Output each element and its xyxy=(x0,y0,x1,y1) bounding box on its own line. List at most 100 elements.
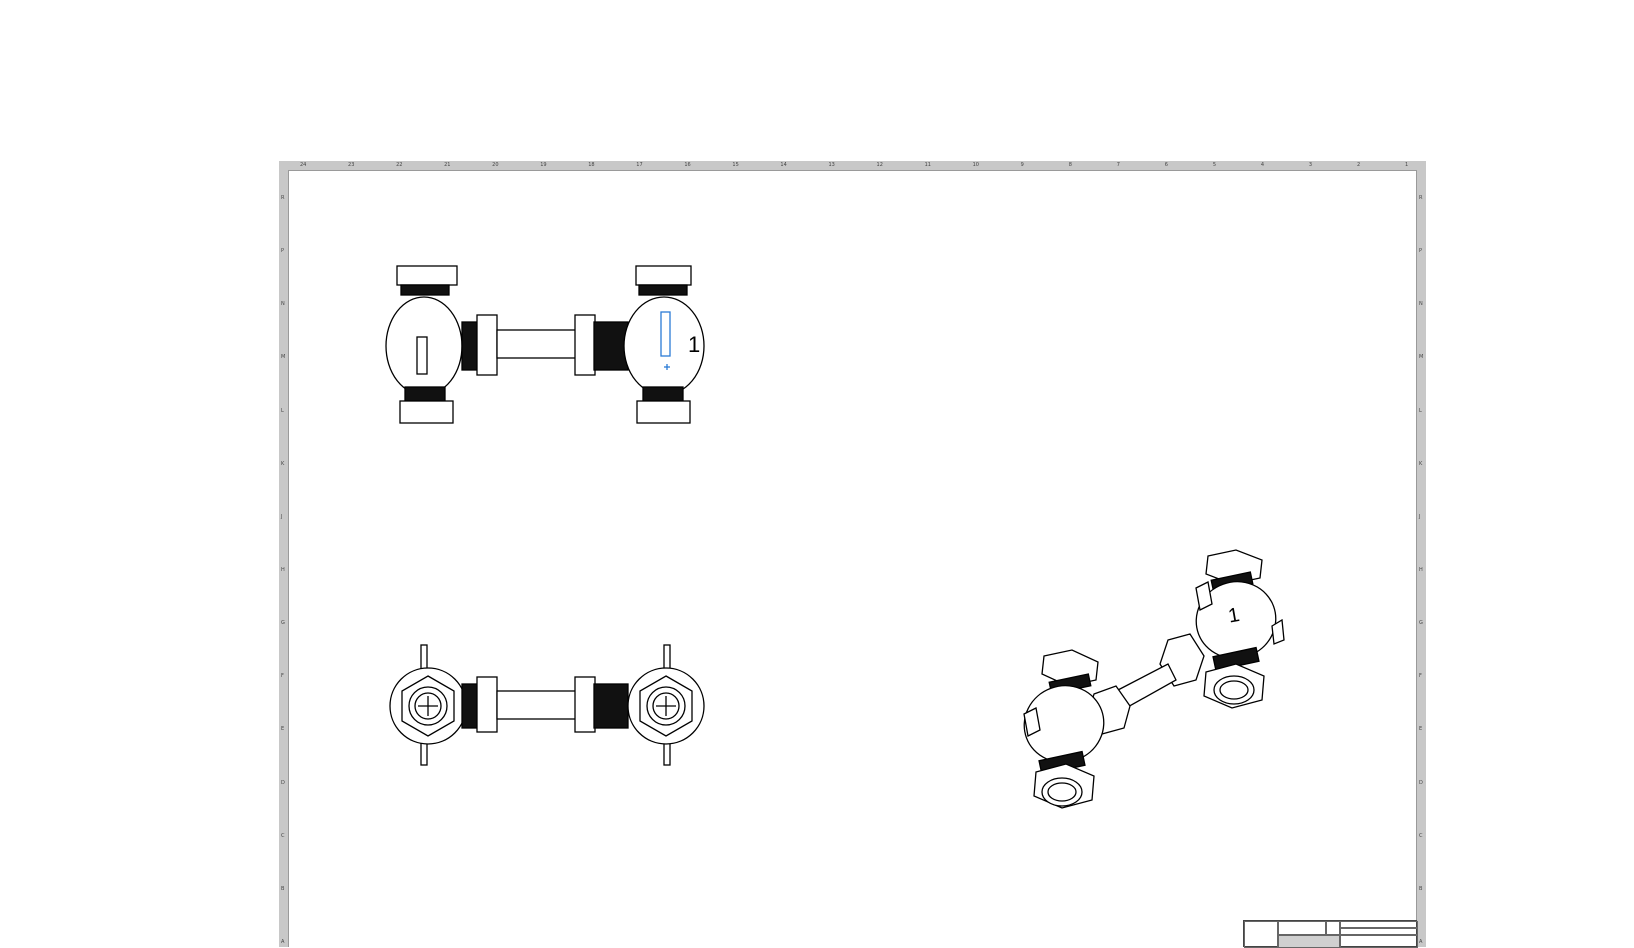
zone-row-right-M: M xyxy=(1419,354,1424,361)
iso-lower-handle-left xyxy=(1023,707,1041,737)
front-left-connector-thread xyxy=(461,321,479,371)
zone-row-left-J: J xyxy=(281,513,283,520)
title-block-info-cell xyxy=(1244,921,1278,948)
sheet-border-left xyxy=(288,170,289,947)
zone-column-4: 4 xyxy=(1260,162,1265,168)
title-block-number-cell xyxy=(1340,928,1418,935)
zone-column-24: 24 xyxy=(300,162,307,168)
zone-column-19: 19 xyxy=(540,162,547,168)
iso-lower-bore-inner xyxy=(1047,782,1077,802)
iso-upper-handle-right xyxy=(1271,618,1285,645)
front-view[interactable] xyxy=(385,265,705,424)
zone-column-13: 13 xyxy=(828,162,835,168)
zone-row-right-L: L xyxy=(1419,407,1422,414)
zone-column-23: 23 xyxy=(348,162,355,168)
zone-row-left-B: B xyxy=(281,885,285,892)
zone-row-left-P: P xyxy=(281,248,285,255)
sheet-frame-left xyxy=(279,161,288,947)
zone-row-right-P: P xyxy=(1419,248,1423,255)
zone-row-left-D: D xyxy=(281,779,285,786)
zone-row-left-N: N xyxy=(281,301,285,308)
zone-row-right-B: B xyxy=(1419,885,1423,892)
title-block-title-cell xyxy=(1340,921,1418,928)
sheet-frame-right xyxy=(1417,161,1426,947)
title-block[interactable] xyxy=(1243,920,1418,948)
front-right-bottom-nut xyxy=(636,400,691,424)
front-right-bottom-thread xyxy=(642,386,684,402)
zone-column-8: 8 xyxy=(1068,162,1072,168)
zone-column-6: 6 xyxy=(1164,162,1168,168)
zone-column-2: 2 xyxy=(1356,162,1361,168)
front-left-bottom-nut xyxy=(399,400,454,424)
sheet-frame-top xyxy=(279,161,1426,170)
zone-column-9: 9 xyxy=(1020,162,1024,168)
zone-column-20: 20 xyxy=(492,162,499,168)
front-left-connector-nut xyxy=(476,314,498,376)
isometric-view[interactable] xyxy=(1013,549,1286,809)
zone-column-11: 11 xyxy=(924,162,931,168)
zone-row-right-C: C xyxy=(1419,832,1423,839)
zone-row-left-L: L xyxy=(281,407,284,414)
zone-column-22: 22 xyxy=(396,162,403,168)
zone-row-left-K: K xyxy=(281,460,285,467)
front-pipe xyxy=(496,329,578,359)
sheet-border-right xyxy=(1416,170,1417,947)
iso-upper-handle-left xyxy=(1195,581,1213,611)
zone-row-right-R: R xyxy=(1419,195,1423,201)
zone-column-18: 18 xyxy=(588,162,595,168)
zone-column-14: 14 xyxy=(780,162,787,168)
top-right-connector-nut xyxy=(574,676,596,733)
zone-column-7: 7 xyxy=(1116,162,1120,168)
zone-row-left-H: H xyxy=(281,567,285,573)
front-view-callout: 1 xyxy=(688,332,700,357)
front-right-top-nut xyxy=(635,265,692,286)
zone-row-left-F: F xyxy=(281,673,284,680)
sheet-border-top xyxy=(288,170,1417,171)
zone-row-left-C: C xyxy=(281,832,285,839)
iso-upper-bore-inner xyxy=(1219,680,1249,700)
zone-column-3: 3 xyxy=(1308,162,1313,168)
front-left-handle xyxy=(416,336,428,375)
title-block-shaded-cell xyxy=(1278,935,1340,948)
iso-view-callout: 1 xyxy=(1226,604,1241,628)
front-right-handle xyxy=(660,311,671,357)
front-right-connector-thread xyxy=(593,321,629,371)
zone-row-left-A: A xyxy=(281,939,285,945)
zone-row-right-A: A xyxy=(1419,939,1423,945)
front-left-bottom-thread xyxy=(404,386,446,402)
zone-column-16: 16 xyxy=(684,162,691,168)
zone-row-right-F: F xyxy=(1419,673,1422,680)
zone-column-12: 12 xyxy=(876,162,883,168)
zone-row-left-R: R xyxy=(281,195,285,201)
zone-column-10: 10 xyxy=(972,162,979,168)
zone-row-left-E: E xyxy=(281,726,285,733)
top-view[interactable] xyxy=(389,644,705,766)
zone-row-right-D: D xyxy=(1419,779,1423,786)
front-left-top-nut xyxy=(396,265,458,286)
top-left-connector-nut xyxy=(476,676,498,733)
zone-column-17: 17 xyxy=(636,162,643,168)
top-right-connector-thread xyxy=(593,683,629,729)
top-pipe xyxy=(496,690,578,720)
title-block-sheet-cell xyxy=(1340,935,1418,948)
zone-row-right-H: H xyxy=(1419,567,1423,573)
title-block-name-cell xyxy=(1278,921,1326,935)
front-right-top-thread xyxy=(638,284,688,296)
front-left-top-thread xyxy=(400,284,450,296)
front-right-connector-nut xyxy=(574,314,596,376)
zone-row-right-K: K xyxy=(1419,460,1423,467)
zone-row-right-G: G xyxy=(1419,620,1423,627)
zone-row-right-N: N xyxy=(1419,301,1423,308)
zone-column-5: 5 xyxy=(1212,162,1216,168)
zone-column-21: 21 xyxy=(444,162,451,168)
title-block-label-cell xyxy=(1326,921,1340,935)
zone-row-left-G: G xyxy=(281,620,285,627)
zone-row-left-M: M xyxy=(281,354,286,361)
zone-row-right-J: J xyxy=(1419,513,1421,520)
top-left-connector-thread xyxy=(461,683,479,729)
zone-column-15: 15 xyxy=(732,162,739,168)
zone-column-1: 1 xyxy=(1405,162,1409,168)
zone-row-right-E: E xyxy=(1419,726,1423,733)
